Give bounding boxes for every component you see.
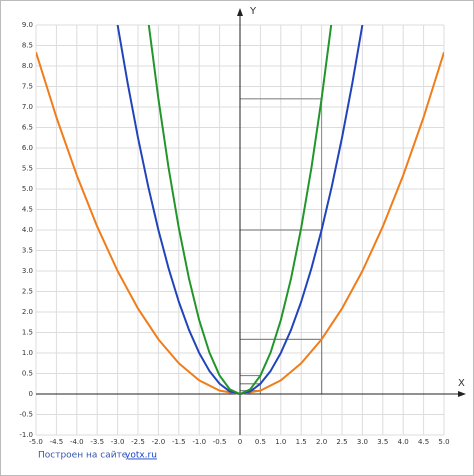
y-tick-label: -1.0: [19, 431, 33, 439]
curve: [147, 25, 333, 395]
x-axis-label: X: [458, 378, 465, 389]
x-tick-label: -3.0: [111, 438, 125, 446]
axes: [36, 8, 466, 435]
x-tick-label: 2.0: [316, 438, 327, 446]
x-tick-label: 1.0: [275, 438, 286, 446]
x-tick-label: 1.5: [296, 438, 307, 446]
y-tick-label: -0.5: [19, 411, 33, 419]
x-arrow: [458, 391, 466, 397]
y-tick-label: 0.5: [22, 370, 33, 378]
x-tick-label: 5.0: [438, 438, 449, 446]
y-tick-label: 6.5: [22, 124, 33, 132]
y-tick-label: 3.5: [22, 247, 33, 255]
x-tick-label: -2.0: [152, 438, 166, 446]
y-tick-label: 4.0: [22, 226, 33, 234]
x-tick-label: 4.5: [418, 438, 429, 446]
y-tick-label: 5.0: [22, 185, 33, 193]
x-tick-label: 0.5: [255, 438, 266, 446]
y-tick-label: 2.0: [22, 308, 33, 316]
y-tick-label: 8.0: [22, 62, 33, 70]
y-tick-label: 3.0: [22, 267, 33, 275]
x-tick-label: 4.0: [398, 438, 409, 446]
y-tick-label: 0: [29, 390, 33, 398]
y-tick-label: 2.5: [22, 288, 33, 296]
x-tick-label: 3.0: [357, 438, 368, 446]
y-tick-label: 1.5: [22, 329, 33, 337]
guides: [240, 98, 323, 394]
y-tick-label: 7.0: [22, 103, 33, 111]
y-arrow: [237, 8, 243, 16]
x-tick-label: -2.5: [131, 438, 145, 446]
y-tick-label: 4.5: [22, 206, 33, 214]
x-tick-label: 0: [238, 438, 242, 446]
x-tick-label: -4.5: [50, 438, 64, 446]
x-tick-label: -5.0: [29, 438, 43, 446]
y-tick-label: 9.0: [22, 21, 33, 29]
y-tick-label: 5.5: [22, 165, 33, 173]
y-tick-label: 7.5: [22, 83, 33, 91]
x-tick-label: -0.5: [213, 438, 227, 446]
x-tick-label: -3.5: [90, 438, 104, 446]
y-axis-label: Y: [249, 6, 257, 17]
x-tick-label: 2.5: [336, 438, 347, 446]
curves: [36, 25, 444, 395]
footer-link[interactable]: yotx.ru: [125, 451, 157, 461]
x-tick-label: -4.0: [70, 438, 84, 446]
x-tick-label: -1.0: [192, 438, 206, 446]
x-tick-label: -1.5: [172, 438, 186, 446]
y-tick-label: 1.0: [22, 349, 33, 357]
y-tick-label: 6.0: [22, 144, 33, 152]
x-tick-label: 3.5: [377, 438, 388, 446]
footer-text: Построен на сайте: [38, 451, 128, 461]
y-tick-label: 8.5: [22, 42, 33, 50]
